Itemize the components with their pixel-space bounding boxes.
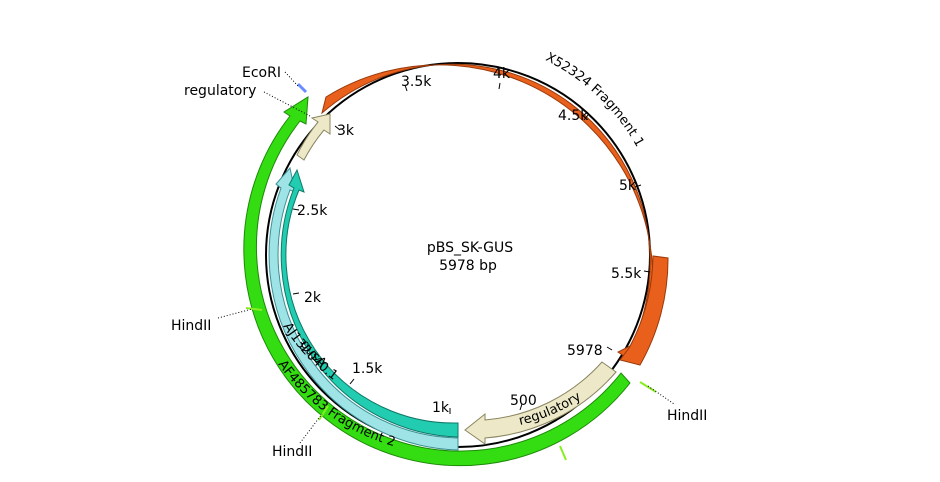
site-label-ecori: EcoRI — [242, 65, 281, 81]
plasmid-length: 5978 bp — [439, 258, 497, 274]
site-label-hindii-right: HindII — [667, 408, 707, 424]
tick-label-5k: 5k — [619, 178, 637, 194]
feature-regulatory-bottom[interactable] — [464, 361, 617, 445]
tick-label-4k: 4k — [493, 66, 511, 82]
feature-regulatory-top[interactable] — [296, 113, 331, 161]
tick-marks — [292, 82, 651, 414]
feature-gusA[interactable] — [280, 168, 459, 438]
tick-label-4-5k: 4.5k — [558, 108, 589, 124]
hindii-site-marker-bottom — [318, 405, 329, 421]
tick-label-500: 500 — [510, 393, 537, 409]
tick-label-3k: 3k — [337, 123, 355, 139]
hindii-callout-line-bottom — [299, 413, 323, 444]
feature-x52324-fragment-1[interactable] — [321, 63, 654, 363]
site-label-hindii-left: HindII — [171, 318, 211, 334]
ecori-callout-line — [284, 71, 299, 87]
hindii-callout-line-left — [217, 308, 253, 319]
tick-label-1k: 1k — [432, 400, 450, 416]
feature-label-regulatory-top: regulatory — [184, 83, 256, 99]
hindii-site-marker-left — [245, 307, 263, 311]
tick-label-3-5k: 3.5k — [401, 74, 432, 90]
tick-label-1-5k: 1.5k — [352, 361, 383, 377]
hindii-site-marker-right — [639, 381, 657, 393]
site-label-hindii-bottom: HindII — [272, 444, 312, 460]
tick-label-2k: 2k — [304, 290, 322, 306]
tick-label-2-5k: 2.5k — [297, 203, 328, 219]
feature-x52324-arrowhead — [619, 255, 669, 366]
tick-label-5978: 5978 — [567, 343, 603, 359]
hindii-callout-line-right — [647, 385, 675, 405]
feature-af485783-fragment-2[interactable] — [243, 96, 631, 467]
ecori-site-marker — [296, 82, 308, 94]
tick-label-5-5k: 5.5k — [611, 266, 642, 282]
site-marker-bottom-green — [559, 445, 567, 461]
plasmid-name: pBS_SK-GUS — [427, 240, 513, 256]
